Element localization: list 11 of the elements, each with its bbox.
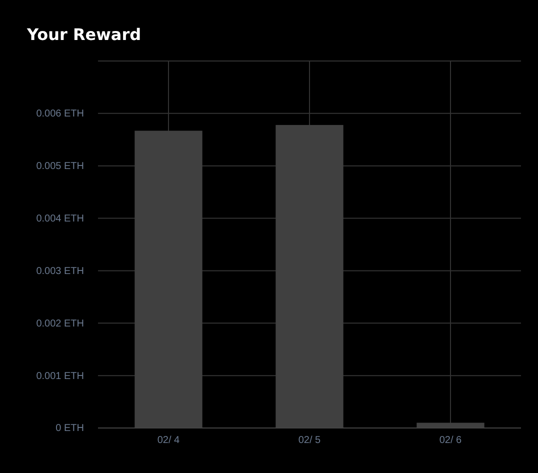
x-tick-label: 02/ 4: [157, 435, 180, 446]
y-tick-label: 0 ETH: [56, 423, 84, 434]
x-tick-label: 02/ 5: [298, 435, 322, 446]
y-tick-label: 0.002 ETH: [36, 318, 84, 330]
y-tick-label: 0.004 ETH: [36, 213, 84, 224]
y-tick-label: 0.006 ETH: [36, 108, 84, 120]
y-tick-label: 0.005 ETH: [36, 161, 84, 172]
chart-title: Your Reward: [26, 25, 142, 44]
y-tick-label: 0.001 ETH: [36, 370, 84, 382]
x-tick-label: 02/ 6: [439, 435, 462, 446]
y-tick-label: 0.003 ETH: [36, 266, 84, 277]
